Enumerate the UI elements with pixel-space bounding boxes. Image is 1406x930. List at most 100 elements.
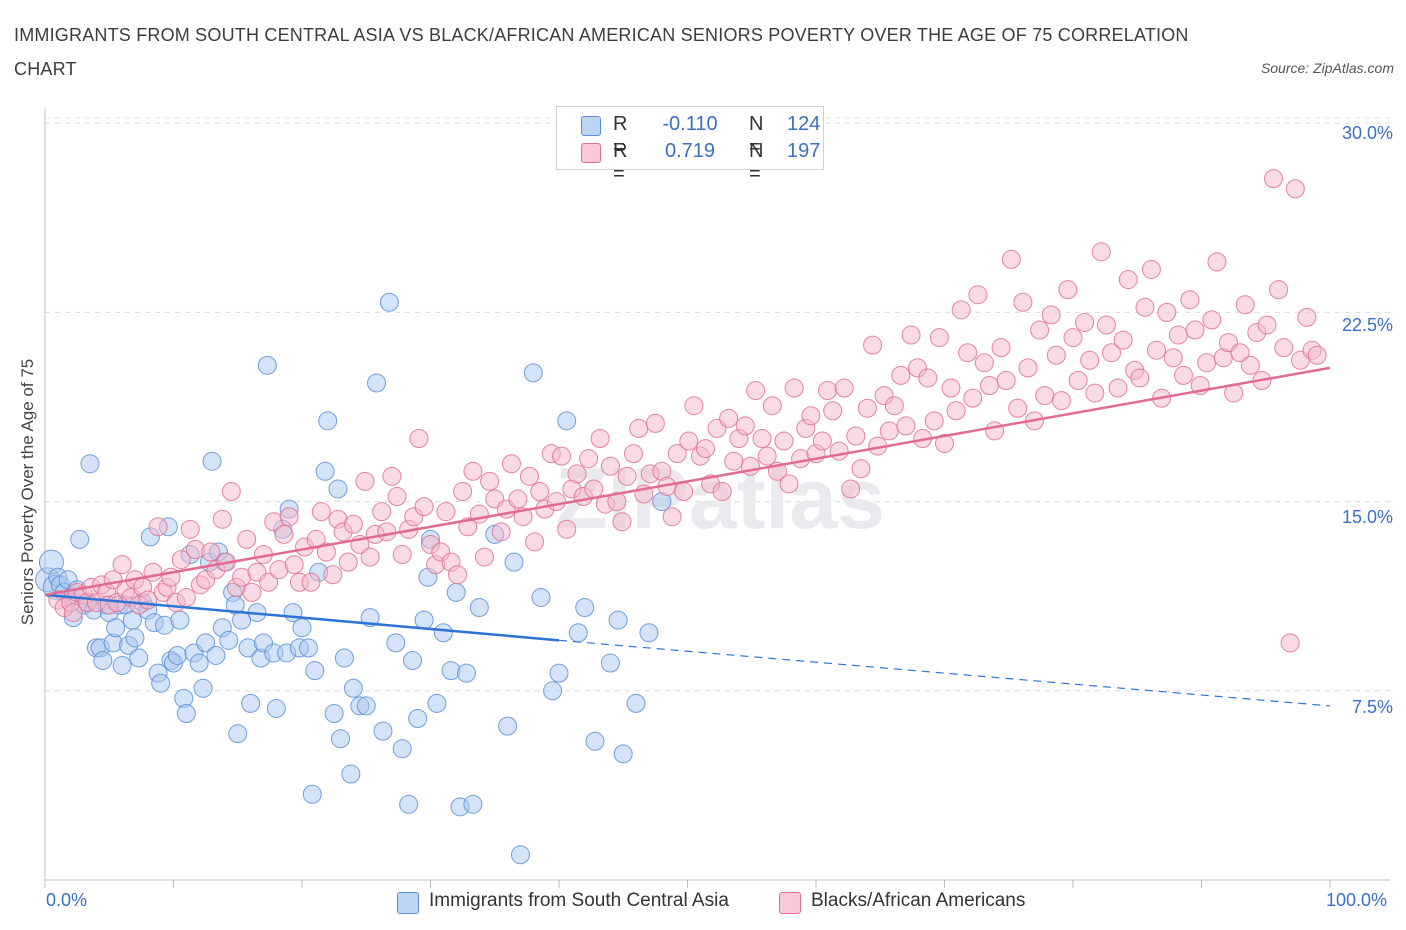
point-black-african-american (1085, 383, 1105, 403)
point-black-african-american (171, 550, 191, 570)
point-black-african-american (1075, 312, 1095, 332)
point-black-african-american (306, 529, 326, 549)
point-black-african-american (301, 572, 321, 592)
point-south-central-asia (228, 724, 248, 744)
point-black-african-american (453, 481, 473, 501)
axes (44, 108, 1390, 888)
point-black-african-american (501, 454, 521, 474)
point-south-central-asia (403, 651, 423, 671)
point-south-central-asia (112, 656, 132, 676)
point-black-african-american (679, 431, 699, 451)
point-south-central-asia (549, 663, 569, 683)
point-black-african-american (829, 441, 849, 461)
point-south-central-asia (202, 451, 222, 471)
point-black-african-american (274, 524, 294, 544)
point-black-african-american (1141, 259, 1161, 279)
legend-n-label: N = (749, 113, 764, 158)
point-black-african-american (684, 396, 704, 416)
bottom-legend-label: Immigrants from South Central Asia (429, 890, 729, 911)
point-black-african-american (143, 562, 163, 582)
point-black-african-american (519, 466, 539, 486)
point-black-african-american (1285, 179, 1305, 199)
legend-r-value: -0.110 (662, 113, 718, 135)
point-black-african-american (985, 421, 1005, 441)
point-black-african-american (1240, 355, 1260, 375)
point-black-african-american (1185, 320, 1205, 340)
point-black-african-american (508, 489, 528, 509)
point-south-central-asia (531, 587, 551, 607)
point-black-african-american (343, 514, 363, 534)
point-south-central-asia (600, 653, 620, 673)
point-black-african-american (879, 421, 899, 441)
point-black-african-american (1051, 391, 1071, 411)
series-black-african-american (48, 169, 1327, 653)
point-black-african-american (1257, 315, 1277, 335)
point-black-african-american (724, 451, 744, 471)
point-black-african-american (1263, 169, 1283, 189)
point-black-african-american (963, 388, 983, 408)
point-south-central-asia (106, 618, 126, 638)
point-south-central-asia (469, 598, 489, 618)
point-black-african-american (784, 378, 804, 398)
legend-r-value: 0.719 (664, 140, 716, 162)
point-black-african-american (1135, 297, 1155, 317)
bottom-legend-swatch-pink (779, 892, 801, 914)
point-south-central-asia (379, 292, 399, 312)
point-south-central-asia (151, 673, 171, 693)
point-south-central-asia (196, 633, 216, 653)
point-south-central-asia (292, 618, 312, 638)
point-black-african-american (752, 428, 772, 448)
y-tick-label: 30.0% (1341, 123, 1393, 143)
point-black-african-american (818, 381, 838, 401)
point-black-african-american (1202, 310, 1222, 330)
point-south-central-asia (543, 681, 563, 701)
point-south-central-asia (639, 623, 659, 643)
trend-line-south-central-asia-extension (558, 639, 1331, 707)
point-south-central-asia (399, 794, 419, 814)
point-black-african-american (360, 547, 380, 567)
point-black-african-american (436, 502, 456, 522)
point-black-african-american (823, 401, 843, 421)
point-black-african-american (607, 492, 627, 512)
point-south-central-asia (334, 648, 354, 668)
point-black-african-american (546, 492, 566, 512)
point-south-central-asia (608, 610, 628, 630)
point-black-african-american (774, 431, 794, 451)
point-black-african-american (1207, 252, 1227, 272)
point-black-african-american (338, 552, 358, 572)
point-black-african-american (735, 416, 755, 436)
point-black-african-american (746, 381, 766, 401)
point-black-african-american (935, 434, 954, 454)
point-black-african-american (1046, 345, 1066, 365)
point-black-african-american (552, 446, 572, 466)
point-black-african-american (1063, 328, 1083, 348)
point-south-central-asia (206, 645, 226, 665)
legend-n-value: 197 (787, 140, 821, 162)
point-black-african-american (1013, 292, 1033, 312)
point-south-central-asia (456, 663, 476, 683)
point-black-african-american (891, 365, 911, 385)
point-black-african-american (846, 426, 866, 446)
point-south-central-asia (80, 454, 100, 474)
point-black-african-american (259, 572, 279, 592)
point-south-central-asia (356, 696, 376, 716)
point-south-central-asia (298, 638, 318, 658)
point-black-african-american (176, 587, 196, 607)
point-black-african-american (323, 565, 343, 585)
point-south-central-asia (575, 598, 595, 618)
point-black-african-american (392, 545, 412, 565)
point-black-african-american (1108, 378, 1128, 398)
point-black-african-american (991, 338, 1011, 358)
point-black-african-american (979, 376, 999, 396)
point-black-african-american (1157, 302, 1177, 322)
point-south-central-asia (498, 716, 518, 736)
point-black-african-american (1008, 398, 1028, 418)
point-south-central-asia (315, 461, 335, 481)
point-south-central-asia (343, 678, 363, 698)
point-south-central-asia (189, 653, 209, 673)
correlation-legend: R = -0.110 N = 124 R = 0.719 N = 197 (556, 106, 824, 185)
point-black-african-american (645, 413, 665, 433)
point-black-african-american (237, 529, 257, 549)
point-south-central-asia (373, 721, 393, 741)
